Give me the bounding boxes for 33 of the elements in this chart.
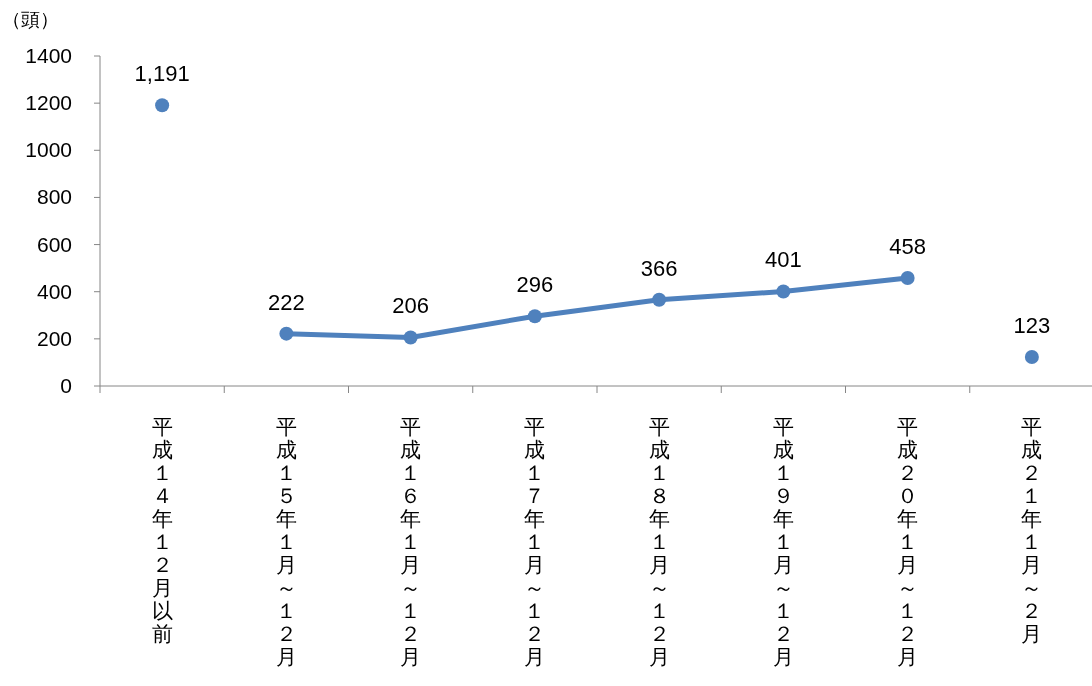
point (652, 292, 667, 307)
data-label: 222 (268, 289, 305, 315)
category-label: 平成１９年１月～１２月 (772, 415, 794, 668)
category-label: 平成１４年１２月以前 (151, 415, 173, 645)
category-label: 平成１５年１月～１２月 (275, 415, 297, 668)
y-axis-title: （頭） (2, 9, 59, 30)
data-label: 123 (1013, 313, 1051, 339)
category-label: 平成２１年１月～２月 (1021, 415, 1043, 645)
y-tick-label: 1200 (25, 91, 72, 115)
category-label: 平成１７年１月～１２月 (524, 415, 546, 668)
data-label: 366 (640, 255, 678, 281)
point (900, 271, 915, 286)
point (403, 330, 418, 345)
category-label: 平成２０年１月～１２月 (897, 415, 919, 668)
y-tick-label: 200 (36, 326, 72, 350)
y-tick-label: 600 (36, 232, 72, 256)
category-label: 平成１６年１月～１２月 (400, 415, 422, 668)
y-tick-label: 0 (60, 374, 72, 397)
y-tick-label: 1000 (25, 138, 72, 162)
y-tick-label: 800 (36, 185, 72, 209)
point (776, 284, 791, 299)
data-label: 206 (392, 293, 429, 319)
data-label: 1,191 (134, 61, 190, 87)
y-tick-label: 1400 (25, 44, 72, 67)
point (527, 309, 542, 324)
point (155, 98, 170, 113)
point (279, 326, 294, 341)
y-tick-label: 400 (36, 279, 72, 303)
category-label: 平成１８年１月～１２月 (648, 415, 670, 668)
data-label: 296 (516, 272, 554, 298)
point (1024, 350, 1039, 365)
data-label: 401 (765, 247, 802, 273)
data-label: 458 (889, 234, 926, 260)
